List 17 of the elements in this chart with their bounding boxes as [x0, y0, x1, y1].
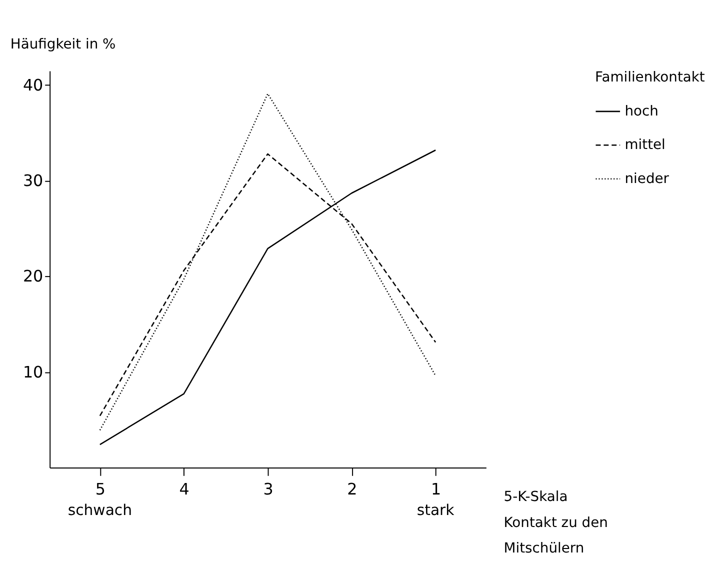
- y-tick-label: 30: [22, 171, 44, 190]
- y-tick-label: 10: [22, 362, 44, 382]
- x-tick-label: 3: [263, 480, 274, 499]
- x-tick-label: 5: [95, 480, 106, 499]
- legend-title: Familienkontakt: [595, 70, 706, 86]
- y-tick-label: 40: [22, 76, 44, 95]
- x-axis-title: 5-K-Skala Kontakt zu den Mitschülern: [504, 489, 608, 557]
- legend-label: mittel: [624, 137, 666, 154]
- x-tick-label: 1: [431, 480, 442, 499]
- text: stark: [416, 501, 455, 520]
- y-tick-label: 20: [22, 266, 44, 286]
- legend-label: nieder: [624, 170, 670, 187]
- legend-label: hoch: [624, 103, 658, 120]
- x-tick-label: 4: [179, 480, 190, 499]
- y-axis-title: Häufigkeit in %: [10, 36, 116, 52]
- text: schwach: [68, 501, 132, 520]
- x-tick-label: 2: [347, 480, 358, 499]
